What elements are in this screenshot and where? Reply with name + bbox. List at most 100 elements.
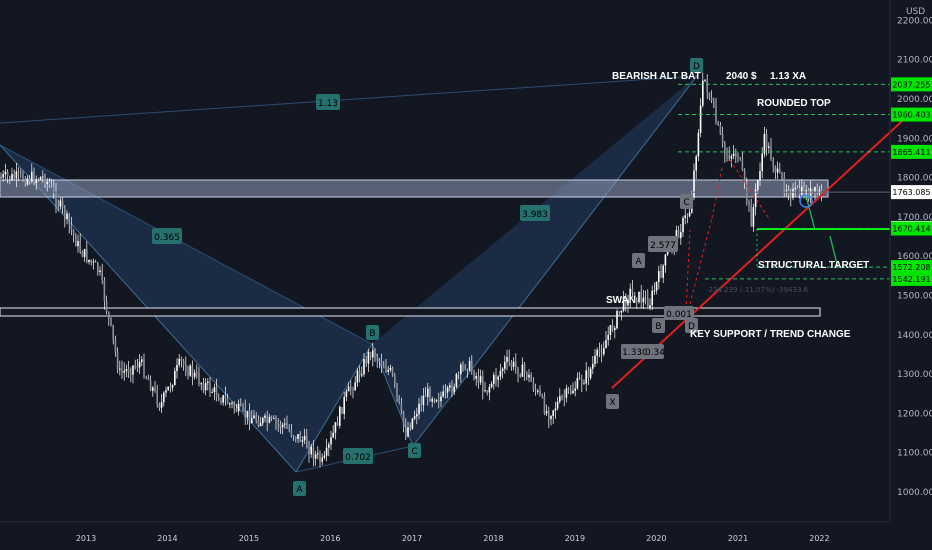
candle <box>363 352 365 377</box>
candle <box>812 188 814 194</box>
candle <box>264 413 266 423</box>
candle <box>585 362 587 392</box>
candle <box>695 154 697 179</box>
candle <box>4 163 7 180</box>
point-label-c-grey: C <box>680 194 693 209</box>
candle <box>15 162 18 188</box>
level-lines <box>0 83 890 280</box>
candle <box>145 375 147 380</box>
candle <box>284 417 286 429</box>
candle <box>526 371 528 381</box>
ratio-label-2-577: 2.577 <box>648 236 678 252</box>
candle <box>515 353 517 374</box>
ratio-labels: 1.13 0.365 3.983 0.702 2.577 0.001 1.330… <box>152 94 694 464</box>
candle <box>202 377 205 394</box>
candle <box>592 356 594 375</box>
candle <box>702 72 704 108</box>
candle <box>165 386 167 398</box>
candle <box>627 294 629 313</box>
candle <box>297 433 299 443</box>
candle <box>785 184 788 197</box>
candle <box>387 365 389 376</box>
ratio-label-1-13: 1.13 <box>316 94 340 110</box>
candle <box>743 168 746 189</box>
candle <box>143 353 145 379</box>
candle <box>517 366 519 383</box>
candle <box>334 422 337 440</box>
candle <box>105 295 108 315</box>
candle <box>376 353 378 368</box>
candle <box>658 265 660 290</box>
candle <box>92 258 95 270</box>
svg-text:D: D <box>688 322 695 332</box>
candle <box>598 342 601 358</box>
candle <box>453 383 455 396</box>
candle <box>625 293 627 312</box>
candle <box>299 431 301 443</box>
price-axis[interactable]: USD 2200.000 2100.000 2000.000 1900.000 1800… <box>889 0 932 522</box>
candle <box>508 349 510 367</box>
candle <box>519 373 521 378</box>
candle <box>11 167 13 182</box>
candle <box>255 412 257 424</box>
candle <box>138 353 141 374</box>
candle <box>486 390 488 396</box>
candle <box>196 364 198 379</box>
candle <box>638 291 640 304</box>
candle <box>259 416 262 427</box>
candle <box>347 382 350 392</box>
resistance-zone <box>0 179 829 198</box>
candle <box>292 434 295 441</box>
x-tick-label: 2017 <box>402 534 422 543</box>
candle <box>653 282 656 296</box>
candle <box>537 388 539 395</box>
candle <box>651 285 653 311</box>
candle <box>270 415 273 422</box>
ratio-label-0-702: 0.702 <box>343 448 373 464</box>
candle <box>312 440 315 467</box>
candle <box>787 185 790 201</box>
candle <box>757 179 759 194</box>
candle <box>754 183 757 216</box>
candle <box>389 364 392 373</box>
candle <box>64 205 66 228</box>
candle <box>611 319 614 332</box>
candle <box>83 248 86 262</box>
annotation-rounded-top: ROUNDED TOP <box>757 98 831 109</box>
candle <box>233 401 235 414</box>
candle <box>581 374 583 393</box>
price-tag: 2037.255 <box>891 77 932 92</box>
svg-text:1.330: 1.330 <box>622 348 648 358</box>
svg-text:1542.191: 1542.191 <box>892 275 930 284</box>
candle <box>631 280 634 298</box>
y-tick-label: 1700.000 <box>897 213 932 223</box>
candle <box>339 405 341 429</box>
candle <box>61 196 64 214</box>
candle <box>244 399 246 425</box>
candle <box>737 152 739 163</box>
candle <box>444 384 447 399</box>
candle <box>466 368 469 378</box>
candle <box>53 179 55 200</box>
candle <box>583 379 585 385</box>
svg-text:1.13: 1.13 <box>318 99 338 109</box>
candle <box>622 290 625 313</box>
candle <box>735 148 737 164</box>
candle <box>816 183 818 196</box>
candle <box>620 310 623 321</box>
candle <box>418 397 420 420</box>
candle <box>262 416 264 427</box>
candle <box>449 382 451 392</box>
ratio-label-0-001: 0.001 <box>664 306 694 320</box>
candle <box>548 406 550 428</box>
candle <box>772 156 774 173</box>
candle <box>499 363 502 381</box>
time-axis[interactable]: 2013 2014 2015 2016 2017 2018 2019 2020 2021 2022 <box>0 521 890 543</box>
candle <box>200 382 202 391</box>
candle <box>266 410 268 432</box>
candle <box>765 128 768 156</box>
svg-text:B: B <box>655 322 661 332</box>
candle <box>427 382 429 406</box>
candle <box>545 404 548 417</box>
